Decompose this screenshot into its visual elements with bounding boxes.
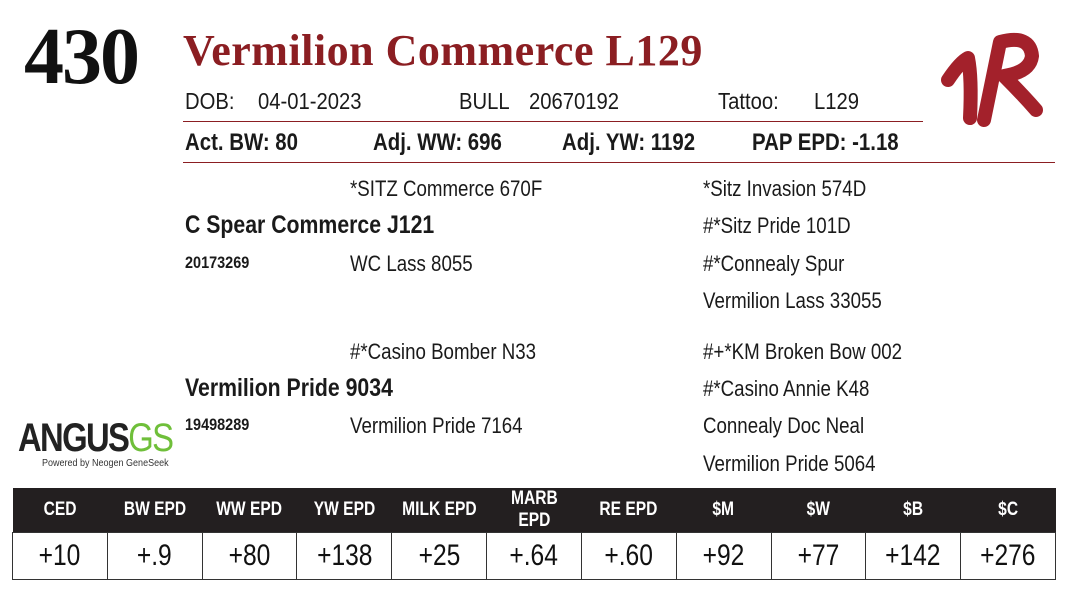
dam-dam-sire: Connealy Doc Neal xyxy=(703,413,865,438)
epd-header-milk: MILK EPD xyxy=(391,488,487,533)
sire-dam-sire: #*Connealy Spur xyxy=(703,251,845,276)
registration-number: 20670192 xyxy=(529,88,620,114)
logo-tagline: Powered by Neogen GeneSeek xyxy=(42,458,169,469)
dam-registration: 19498289 xyxy=(185,415,250,434)
stats-divider xyxy=(183,162,1055,163)
sire-registration: 20173269 xyxy=(185,253,250,272)
epd-header-m: $M xyxy=(676,488,771,533)
epd-value-b: +142 xyxy=(865,532,962,580)
dam-sire: #*Casino Bomber N33 xyxy=(350,339,537,364)
header-divider xyxy=(183,121,923,122)
epd-header-marb: MARB EPD xyxy=(486,488,582,533)
tattoo-value: L129 xyxy=(814,88,860,114)
sire-sire-sire: *Sitz Invasion 574D xyxy=(703,176,867,201)
epd-value-ww: +80 xyxy=(201,532,298,580)
dam-dam-dam: Vermilion Pride 5064 xyxy=(703,451,876,476)
animal-name: Vermilion Commerce L129 xyxy=(183,26,703,75)
epd-value-marb: +.64 xyxy=(486,532,582,580)
dob-label: DOB: xyxy=(185,88,235,114)
adjusted-yearling-weight: Adj. YW: 1192 xyxy=(562,129,696,156)
epd-header-row: CED BW EPD WW EPD YW EPD MILK EPD MARB E… xyxy=(12,488,1056,533)
dam-dam: Vermilion Pride 7164 xyxy=(350,413,523,438)
adjusted-weaning-weight: Adj. WW: 696 xyxy=(373,129,502,156)
brand-mark-icon xyxy=(941,32,1043,127)
pap-epd: PAP EPD: -1.18 xyxy=(752,129,899,156)
lot-number: 430 xyxy=(24,13,140,101)
epd-value-c: +276 xyxy=(960,532,1056,580)
tattoo-label: Tattoo: xyxy=(718,88,779,114)
sire-dam-dam: Vermilion Lass 33055 xyxy=(703,288,882,313)
epd-header-b: $B xyxy=(865,488,961,533)
sire-sire-dam: #*Sitz Pride 101D xyxy=(703,213,851,238)
actual-birth-weight: Act. BW: 80 xyxy=(185,129,298,156)
epd-value-m: +92 xyxy=(675,532,772,580)
logo-gs-text: GS xyxy=(128,416,174,460)
logo-angus-text: ANGUS xyxy=(18,416,130,460)
angus-gs-logo: ANGUSGS Powered by Neogen GeneSeek xyxy=(18,418,206,470)
epd-table: CED BW EPD WW EPD YW EPD MILK EPD MARB E… xyxy=(12,488,1056,580)
epd-value-row: +10 +.9 +80 +138 +25 +.64 +.60 +92 +77 +… xyxy=(12,532,1056,580)
epd-value-yw: +138 xyxy=(296,532,393,580)
dam-name: Vermilion Pride 9034 xyxy=(185,374,393,402)
sire-name: C Spear Commerce J121 xyxy=(185,211,435,239)
sex-value: BULL xyxy=(459,88,510,114)
epd-value-ced: +10 xyxy=(12,532,108,580)
epd-header-bw: BW EPD xyxy=(107,488,203,533)
epd-header-c: $C xyxy=(960,488,1056,533)
dob-value: 04-01-2023 xyxy=(258,88,362,114)
sire-dam: WC Lass 8055 xyxy=(350,251,473,276)
epd-value-re: +.60 xyxy=(580,532,677,580)
epd-header-ced: CED xyxy=(12,488,108,533)
epd-value-bw: +.9 xyxy=(106,532,203,580)
epd-value-milk: +25 xyxy=(391,532,488,580)
dam-sire-sire: #+*KM Broken Bow 002 xyxy=(703,339,903,364)
epd-header-re: RE EPD xyxy=(581,488,677,533)
epd-header-yw: YW EPD xyxy=(296,488,392,533)
epd-header-w: $W xyxy=(771,488,866,533)
epd-value-w: +77 xyxy=(770,532,867,580)
sire-sire: *SITZ Commerce 670F xyxy=(350,176,543,201)
dam-sire-dam: #*Casino Annie K48 xyxy=(703,376,870,401)
epd-header-ww: WW EPD xyxy=(202,488,297,533)
